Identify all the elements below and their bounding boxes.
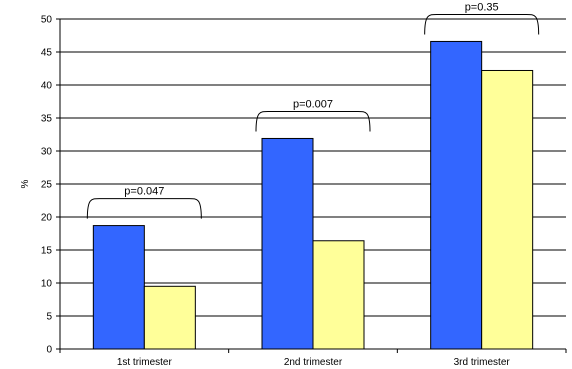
y-tick-label: 35 <box>41 114 53 125</box>
significance-bracket <box>86 198 202 219</box>
y-tick-label: 45 <box>41 48 53 59</box>
bar-series-1-3 <box>430 40 483 350</box>
y-tick-label: 30 <box>41 147 53 158</box>
bar-series-1-1 <box>92 225 145 350</box>
bar-series-1-2 <box>261 137 314 350</box>
y-tick-label: 20 <box>41 213 53 224</box>
y-tick-label: 40 <box>41 81 53 92</box>
category-label: 2nd trimester <box>284 357 343 368</box>
y-tick-label: 15 <box>41 246 53 257</box>
y-tick-label: 10 <box>41 279 53 290</box>
significance-bracket <box>255 110 371 132</box>
p-value-annotation: p=0.007 <box>293 98 333 110</box>
category-label: 1st trimester <box>117 357 173 368</box>
y-tick-label: 25 <box>41 180 53 191</box>
significance-bracket <box>424 13 540 35</box>
y-tick-label: 50 <box>41 15 53 26</box>
y-axis-label: % <box>20 179 31 188</box>
p-value-annotation: p=0.047 <box>124 186 164 198</box>
bar-series-2-3 <box>481 69 534 350</box>
bar-series-2-1 <box>143 285 196 350</box>
y-tick-label: 0 <box>46 345 52 356</box>
category-label: 3rd trimester <box>454 357 511 368</box>
p-value-annotation: p=0.35 <box>465 1 499 13</box>
y-tick-label: 5 <box>46 312 52 323</box>
bar-series-2-2 <box>312 240 365 350</box>
